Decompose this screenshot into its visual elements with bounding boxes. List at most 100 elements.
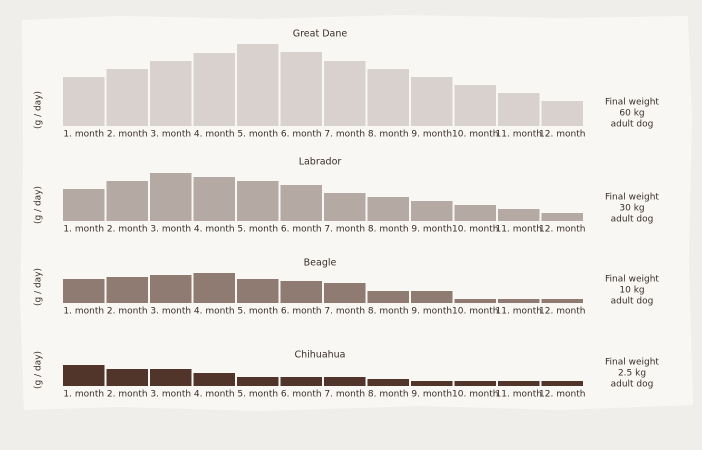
x-tick-label: 2. month — [107, 225, 148, 235]
y-axis-label: (g / day) — [34, 186, 44, 224]
bar — [193, 373, 235, 386]
x-tick-label: 1. month — [63, 390, 104, 400]
bar — [367, 379, 409, 386]
x-tick-label: 3. month — [150, 307, 191, 317]
bar — [324, 193, 366, 221]
bar — [237, 377, 279, 386]
bar — [63, 189, 105, 221]
note: 60 kg — [619, 109, 644, 119]
note: adult dog — [611, 380, 654, 390]
bar — [237, 279, 279, 303]
chart-title: Labrador — [299, 157, 342, 168]
note: 30 kg — [619, 204, 644, 214]
note: adult dog — [611, 120, 654, 130]
x-tick-label: 1. month — [63, 130, 104, 140]
bar — [150, 369, 192, 386]
bar — [63, 77, 105, 126]
bar — [280, 52, 322, 126]
x-tick-label: 8. month — [368, 130, 409, 140]
x-tick-label: 10. month — [452, 390, 498, 400]
x-tick-label: 11. month — [496, 225, 542, 235]
x-tick-label: 3. month — [150, 130, 191, 140]
bar — [63, 365, 105, 386]
bar — [324, 377, 366, 386]
x-tick-label: 1. month — [63, 307, 104, 317]
bar — [280, 281, 322, 303]
x-tick-label: 9. month — [411, 307, 452, 317]
bar — [150, 61, 192, 126]
bar — [280, 377, 322, 386]
bar — [367, 197, 409, 221]
chart-title: Beagle — [304, 258, 337, 269]
x-tick-label: 4. month — [194, 307, 235, 317]
x-tick-label: 1. month — [63, 225, 104, 235]
bar — [280, 185, 322, 221]
x-tick-label: 8. month — [368, 225, 409, 235]
bar — [237, 44, 279, 126]
bar — [498, 381, 540, 386]
bar — [411, 291, 453, 303]
x-tick-label: 4. month — [194, 390, 235, 400]
x-tick-label: 2. month — [107, 130, 148, 140]
bar — [454, 381, 496, 386]
x-tick-label: 8. month — [368, 390, 409, 400]
chart-title: Chihuahua — [294, 350, 345, 361]
bar — [193, 177, 235, 221]
x-tick-label: 11. month — [496, 307, 542, 317]
x-tick-label: 6. month — [281, 390, 322, 400]
x-tick-label: 5. month — [237, 225, 278, 235]
bar — [498, 209, 540, 221]
bar — [324, 283, 366, 303]
note: Final weight — [605, 358, 659, 368]
bar — [454, 299, 496, 303]
x-tick-label: 9. month — [411, 225, 452, 235]
x-tick-label: 6. month — [281, 225, 322, 235]
x-tick-label: 5. month — [237, 390, 278, 400]
x-tick-label: 7. month — [324, 225, 365, 235]
x-tick-label: 6. month — [281, 307, 322, 317]
note: Final weight — [605, 98, 659, 108]
x-tick-label: 7. month — [324, 130, 365, 140]
bar — [411, 77, 453, 126]
x-tick-label: 7. month — [324, 390, 365, 400]
x-tick-label: 11. month — [496, 390, 542, 400]
x-tick-label: 10. month — [452, 225, 498, 235]
bar — [150, 173, 192, 221]
y-axis-label: (g / day) — [34, 91, 44, 129]
bar — [411, 381, 453, 386]
x-tick-label: 8. month — [368, 307, 409, 317]
x-tick-label: 9. month — [411, 130, 452, 140]
bar — [411, 201, 453, 221]
x-tick-label: 2. month — [107, 307, 148, 317]
y-axis-label: (g / day) — [34, 351, 44, 389]
y-axis-label: (g / day) — [34, 268, 44, 306]
note: 2.5 kg — [618, 369, 646, 379]
bar — [106, 181, 148, 221]
bar — [541, 101, 583, 126]
x-tick-label: 5. month — [237, 130, 278, 140]
bar — [193, 273, 235, 303]
bar — [541, 213, 583, 221]
bar — [498, 93, 540, 126]
x-tick-label: 5. month — [237, 307, 278, 317]
x-tick-label: 4. month — [194, 130, 235, 140]
bar — [367, 291, 409, 303]
chart-title: Great Dane — [293, 29, 348, 40]
x-tick-label: 9. month — [411, 390, 452, 400]
bar — [454, 205, 496, 221]
bar — [106, 277, 148, 303]
bar — [498, 299, 540, 303]
x-tick-label: 12. month — [539, 130, 585, 140]
x-tick-label: 2. month — [107, 390, 148, 400]
note: adult dog — [611, 297, 654, 307]
bar — [106, 69, 148, 126]
x-tick-label: 4. month — [194, 225, 235, 235]
bar — [541, 381, 583, 386]
bar — [106, 369, 148, 386]
x-tick-label: 11. month — [496, 130, 542, 140]
x-tick-label: 10. month — [452, 130, 498, 140]
note: Final weight — [605, 275, 659, 285]
bar — [454, 85, 496, 126]
bar — [150, 275, 192, 303]
